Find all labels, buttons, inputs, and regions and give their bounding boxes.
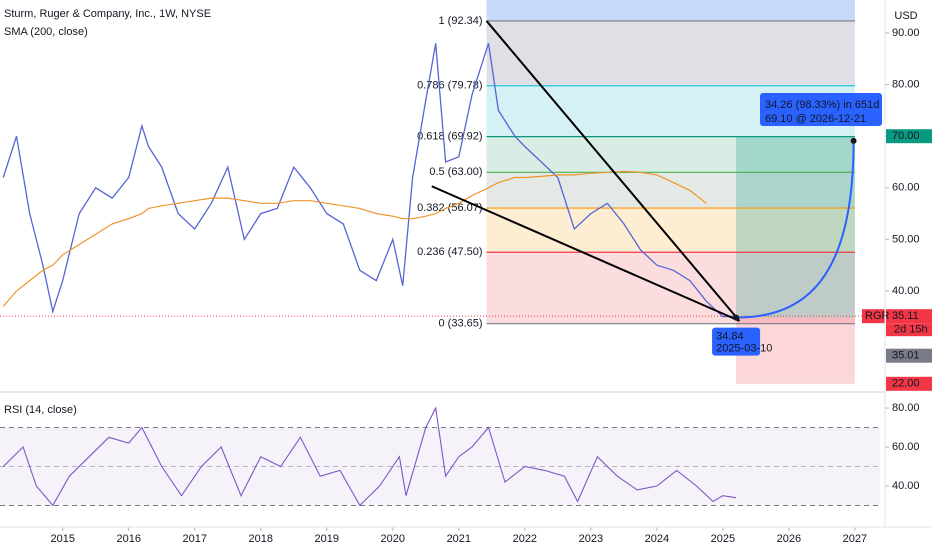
y-tick-label: 40.00 (892, 480, 920, 492)
x-tick-label: 2017 (183, 533, 207, 545)
fib-band (486, 20, 855, 86)
fib-band (486, 172, 855, 209)
fib-label: 0 (33.65) (439, 318, 483, 330)
series-line (2, 406, 737, 507)
rsi-title: RSI (14, close) (4, 404, 77, 416)
countdown-flag (886, 323, 932, 337)
fib-label: 0.5 (63.00) (429, 166, 482, 178)
y-tick-label: 60.00 (892, 182, 920, 194)
x-tick-label: 2022 (513, 533, 537, 545)
y-tick-label: 60.00 (892, 441, 920, 453)
x-tick-label: 2021 (447, 533, 471, 545)
price-flag (886, 348, 932, 363)
trend-line (431, 185, 740, 322)
fib-label: 0.236 (47.50) (417, 246, 482, 258)
x-tick-label: 2016 (116, 533, 140, 545)
projection-box (760, 93, 882, 126)
y-tick-label: 50.00 (892, 233, 920, 245)
x-tick-label: 2018 (249, 533, 273, 545)
symbol-label: RGR (865, 310, 890, 322)
x-tick-label: 2019 (315, 533, 339, 545)
fib-label: 1 (92.34) (439, 15, 483, 27)
series-line (2, 170, 707, 307)
x-tick-label: 2024 (645, 533, 669, 545)
x-tick-label: 2026 (777, 533, 801, 545)
currency: USD (894, 10, 917, 22)
start-label: 34.84 (716, 330, 744, 342)
y-tick-label: 80.00 (892, 79, 920, 91)
y-tick-label: 90.00 (892, 27, 920, 39)
x-tick-label: 2023 (579, 533, 603, 545)
x-tick-label: 2015 (50, 533, 74, 545)
symbol-flag (862, 309, 885, 324)
trend-line (485, 20, 741, 322)
x-tick-label: 2020 (381, 533, 405, 545)
series-line (2, 43, 737, 318)
fib-label: 0.618 (69.92) (417, 131, 482, 143)
indicator-label: SMA (200, close) (4, 26, 88, 38)
price-flag-label: 22.00 (892, 378, 920, 390)
fib-top-band (486, 0, 855, 21)
price-flag (886, 376, 932, 391)
projection-sublabel: 69.10 @ 2026-12-21 (765, 113, 866, 125)
projection-start (733, 314, 740, 321)
price-flag (886, 309, 932, 324)
price-flag-label: 35.01 (892, 350, 920, 362)
y-tick-label: 40.00 (892, 285, 920, 297)
fib-label: 0.786 (79.78) (417, 80, 482, 92)
price-flag-label: 35.11 (892, 310, 919, 322)
fib-band (486, 208, 855, 253)
y-tick-label: 80.00 (892, 402, 920, 414)
projection-label: 34.26 (98.33%) in 651d (765, 99, 879, 111)
x-tick-label: 2025 (711, 533, 735, 545)
projection-curve (736, 140, 855, 319)
price-flag (886, 129, 932, 144)
x-tick-label: 2027 (843, 533, 867, 545)
projection-end (850, 137, 857, 144)
target-zone (736, 136, 855, 318)
start-date: 2025-03-10 (716, 342, 772, 354)
fib-band (486, 252, 855, 324)
price-flag-label: 70.00 (892, 130, 920, 142)
countdown-label: 2d 15h (894, 324, 928, 336)
start-box (712, 327, 761, 356)
chart-title: Sturm, Ruger & Company, Inc., 1W, NYSE (4, 8, 211, 20)
fib-label: 0.382 (56.07) (417, 202, 482, 214)
fib-band (486, 136, 855, 173)
